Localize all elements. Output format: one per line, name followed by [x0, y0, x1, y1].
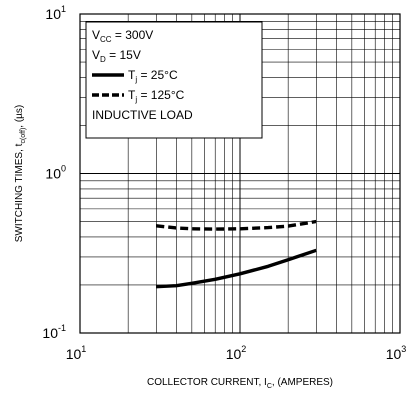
- tick-labels: 101 102 103 101 100 10-1: [42, 4, 406, 362]
- y-tick-label: 10-1: [42, 323, 66, 341]
- legend: VCC = 300V VD = 15V Tj = 25°C Tj = 125°C IND…: [92, 28, 193, 122]
- series-group: [156, 219, 317, 289]
- x-axis-label: COLLECTOR CURRENT, IC, (AMPERES): [147, 377, 333, 390]
- x-tick-label: 103: [386, 344, 407, 362]
- series-line-125c: [156, 219, 317, 231]
- legend-note: INDUCTIVE LOAD: [92, 108, 193, 122]
- legend-label-125c: Tj = 125°C: [128, 88, 185, 104]
- plot-frame: [79, 13, 401, 334]
- legend-label-25c: Tj = 25°C: [128, 68, 178, 84]
- legend-condition-vd: VD = 15V: [92, 48, 141, 64]
- x-tick-label: 101: [66, 344, 87, 362]
- legend-box: [85, 21, 263, 139]
- series-line-25c: [156, 248, 317, 289]
- y-axis-label: SWITCHING TIMES, tc(off), (µs): [14, 105, 27, 243]
- legend-condition-vcc: VCC = 300V: [92, 28, 153, 44]
- y-tick-label: 100: [45, 164, 66, 182]
- x-tick-label: 102: [226, 344, 247, 362]
- y-tick-label: 101: [45, 4, 66, 22]
